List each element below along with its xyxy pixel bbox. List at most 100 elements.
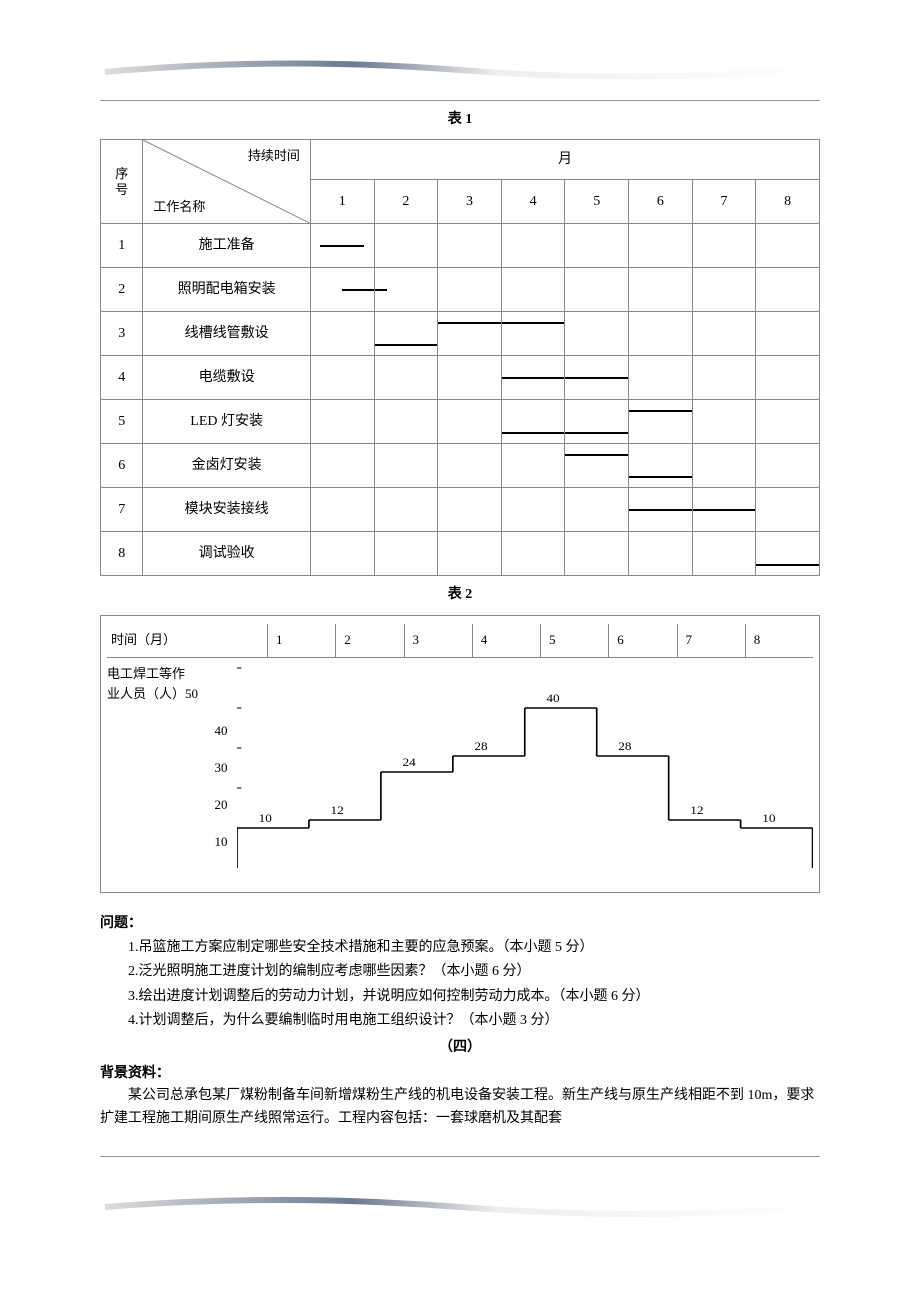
chart-month-5: 5 <box>540 624 608 657</box>
gantt-cell <box>565 400 629 444</box>
gantt-cell <box>310 488 374 532</box>
table1-title: 表 1 <box>100 109 820 131</box>
gantt-cell <box>310 268 374 312</box>
name-cell: LED 灯安装 <box>143 400 310 444</box>
gantt-bar <box>565 454 628 456</box>
gantt-cell <box>565 444 629 488</box>
seq-header-line2: 号 <box>115 182 128 197</box>
bottom-rule <box>100 1156 820 1157</box>
gantt-cell <box>692 488 756 532</box>
gantt-cell <box>501 224 565 268</box>
table-row: 4电缆敷设 <box>101 356 820 400</box>
month-col-7: 7 <box>692 180 756 224</box>
table-row: 6金卤灯安装 <box>101 444 820 488</box>
gantt-cell <box>501 444 565 488</box>
chart-value-label: 10 <box>259 811 272 824</box>
chart-value-label: 40 <box>547 691 560 704</box>
gantt-cell <box>629 224 693 268</box>
seq-cell: 5 <box>101 400 143 444</box>
y-tick: 20 <box>107 795 237 816</box>
gantt-cell <box>692 268 756 312</box>
gantt-cell <box>756 532 820 576</box>
month-col-6: 6 <box>629 180 693 224</box>
gantt-cell <box>692 312 756 356</box>
gantt-bar <box>375 289 388 291</box>
gantt-cell <box>629 268 693 312</box>
gantt-cell <box>756 268 820 312</box>
top-rule <box>100 100 820 101</box>
chart-month-1: 1 <box>267 624 335 657</box>
chart-value-label: 28 <box>475 739 488 752</box>
table2-title: 表 2 <box>100 584 820 606</box>
seq-cell: 3 <box>101 312 143 356</box>
gantt-cell <box>374 532 438 576</box>
gantt-cell <box>374 356 438 400</box>
gantt-cell <box>438 532 502 576</box>
gantt-cell <box>629 312 693 356</box>
gantt-cell <box>756 400 820 444</box>
table-row: 3线槽线管敷设 <box>101 312 820 356</box>
seq-cell: 4 <box>101 356 143 400</box>
gantt-cell <box>756 312 820 356</box>
gantt-cell <box>692 224 756 268</box>
gantt-bar <box>438 322 501 324</box>
table-row: 5LED 灯安装 <box>101 400 820 444</box>
gantt-cell <box>310 224 374 268</box>
chart-month-6: 6 <box>608 624 676 657</box>
gantt-cell <box>629 356 693 400</box>
gantt-cell <box>438 268 502 312</box>
gantt-cell <box>629 488 693 532</box>
diag-bottom-label: 工作名称 <box>153 197 205 218</box>
seq-cell: 1 <box>101 224 143 268</box>
chart-time-label: 时间（月） <box>107 624 267 657</box>
question-3: 3.绘出进度计划调整后的劳动力计划，并说明应如何控制劳动力成本。（本小题 6 分… <box>128 986 820 1008</box>
gantt-cell <box>501 312 565 356</box>
gantt-bar <box>375 344 438 346</box>
seq-header-line1: 序 <box>115 166 128 181</box>
gantt-cell <box>310 312 374 356</box>
gantt-table: 序 号 持续时间 工作名称 月 12345678 1施工准备2照明配电箱安装3线… <box>100 139 820 576</box>
chart-value-label: 10 <box>763 811 776 824</box>
gantt-cell <box>692 356 756 400</box>
chart-month-2: 2 <box>335 624 403 657</box>
gantt-cell <box>438 312 502 356</box>
table-row: 1施工准备 <box>101 224 820 268</box>
table-row: 7模块安装接线 <box>101 488 820 532</box>
chart-header: 时间（月） 12345678 <box>107 624 813 658</box>
month-col-5: 5 <box>565 180 629 224</box>
month-header: 月 <box>310 140 819 180</box>
y-tick: 10 <box>107 832 237 853</box>
chart-month-4: 4 <box>472 624 540 657</box>
gantt-bar <box>629 410 692 412</box>
name-cell: 施工准备 <box>143 224 310 268</box>
axis-label-line1: 电工焊工等作 <box>107 664 237 685</box>
month-col-3: 3 <box>438 180 502 224</box>
gantt-cell <box>501 268 565 312</box>
chart-canvas: 1012242840281210 <box>237 658 813 888</box>
gantt-cell <box>565 224 629 268</box>
gantt-cell <box>374 312 438 356</box>
gantt-bar <box>502 432 565 434</box>
chart-axis-label: 电工焊工等作 业人员（人）50 40302010 <box>107 658 237 888</box>
gantt-cell <box>501 488 565 532</box>
seq-cell: 2 <box>101 268 143 312</box>
gantt-cell <box>756 224 820 268</box>
axis-label-line2: 业人员（人）50 <box>107 684 237 705</box>
gantt-cell <box>310 532 374 576</box>
gantt-cell <box>565 488 629 532</box>
gantt-cell <box>374 224 438 268</box>
name-cell: 电缆敷设 <box>143 356 310 400</box>
gantt-bar <box>629 476 692 478</box>
chart-value-label: 24 <box>403 755 417 768</box>
diagonal-header: 持续时间 工作名称 <box>143 140 310 224</box>
gantt-cell <box>692 444 756 488</box>
gantt-cell <box>438 444 502 488</box>
questions-heading: 问题： <box>100 913 820 935</box>
gantt-cell <box>756 488 820 532</box>
gantt-bar <box>629 509 692 511</box>
gantt-cell <box>629 400 693 444</box>
gantt-cell <box>629 444 693 488</box>
month-col-4: 4 <box>501 180 565 224</box>
bg-heading: 背景资料： <box>100 1063 820 1085</box>
gantt-cell <box>374 268 438 312</box>
